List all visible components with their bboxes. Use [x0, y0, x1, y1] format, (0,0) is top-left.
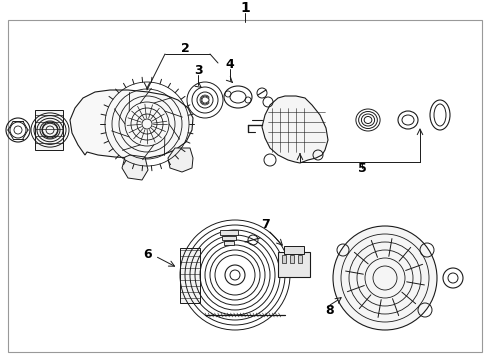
Text: 7: 7	[261, 219, 270, 231]
Bar	[282, 255, 286, 263]
Bar	[298, 255, 302, 263]
Bar	[224, 241, 234, 245]
Text: 8: 8	[326, 303, 334, 316]
Bar	[290, 255, 294, 263]
Bar	[278, 252, 310, 277]
Bar	[220, 230, 238, 235]
Polygon shape	[262, 96, 328, 163]
Text: 2: 2	[181, 41, 189, 54]
Text: 5: 5	[358, 162, 367, 175]
Bar	[284, 246, 304, 254]
Bar	[35, 110, 63, 150]
Bar	[222, 236, 236, 240]
Circle shape	[333, 226, 437, 330]
Text: 1: 1	[240, 1, 250, 15]
Bar	[180, 248, 200, 303]
Text: 6: 6	[144, 248, 152, 261]
Text: 4: 4	[225, 58, 234, 71]
Polygon shape	[168, 148, 193, 172]
Polygon shape	[122, 155, 148, 180]
Text: 3: 3	[194, 63, 202, 77]
Polygon shape	[70, 90, 193, 158]
